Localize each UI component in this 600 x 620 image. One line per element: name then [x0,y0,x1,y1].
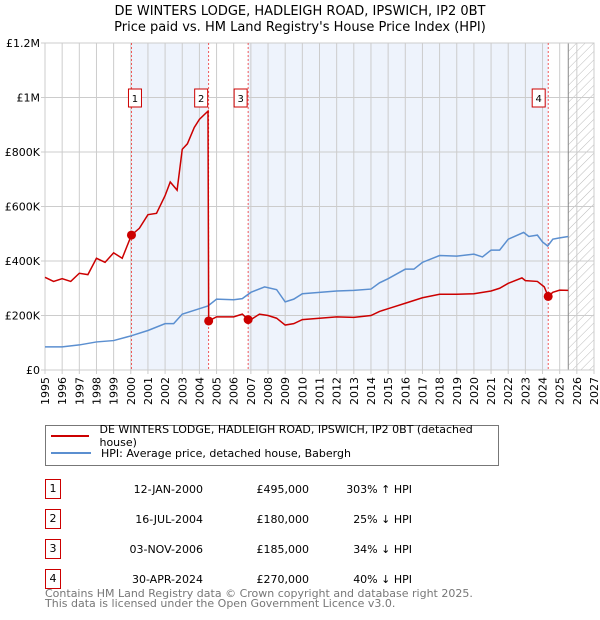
y-tick-label: £600K [5,201,41,214]
x-tick-label: 2000 [125,377,138,405]
x-tick-label: 2027 [588,377,600,405]
x-tick-label: 1996 [56,377,69,405]
sale-label: 3 [237,94,243,105]
sale-point [126,230,136,240]
table-row: 4 30-APR-2024 £270,000 40% ↓ HPI [45,564,412,594]
plot-frame [44,42,595,371]
sale-label-box [194,88,209,108]
sale-date: 16-JUL-2004 [135,512,203,526]
x-tick-label: 2026 [571,377,584,405]
x-tick-label: 2006 [228,377,241,405]
legend-swatch [51,435,90,437]
x-tick-label: 2020 [468,377,481,405]
footer-line1: Contains HM Land Registry data © Crown c… [45,587,473,600]
y-tick-label: £800K [5,146,41,159]
x-tick-label: 2015 [382,377,395,405]
x-tick-label: 2005 [211,377,224,405]
x-tick-label: 2016 [399,377,412,405]
x-tick-label: 1998 [90,377,103,405]
chart-title: DE WINTERS LODGE, HADLEIGH ROAD, IPSWICH… [114,4,486,19]
y-tick-label: £200K [5,310,41,323]
sale-number: 2 [45,509,61,529]
x-tick-label: 2022 [502,377,515,405]
sale-number: 4 [45,569,61,589]
sale-hpi: 303% ↑ HPI [346,482,412,496]
sale-label: 2 [198,94,204,105]
sale-hpi: 34% ↓ HPI [353,542,412,556]
sale-label: 4 [536,94,542,105]
x-tick-label: 2023 [519,377,532,405]
sale-hpi: 40% ↓ HPI [353,572,412,586]
series-line [44,109,569,326]
x-tick-label: 2004 [193,377,206,405]
table-row: 3 03-NOV-2006 £185,000 34% ↓ HPI [45,534,412,564]
sale-price: £180,000 [256,512,310,526]
footer-line2: This data is licensed under the Open Gov… [45,597,396,610]
sale-date: 30-APR-2024 [131,572,203,586]
x-tick-label: 2019 [451,377,464,405]
legend-label: DE WINTERS LODGE, HADLEIGH ROAD, IPSWICH… [99,423,473,449]
footer: Contains HM Land Registry data © Crown c… [45,587,473,610]
sale-label: 1 [132,94,138,105]
y-tick-label: £1M [17,92,41,105]
x-tick-label: 1995 [39,377,52,405]
legend: DE WINTERS LODGE, HADLEIGH ROAD, IPSWICH… [45,423,499,466]
sale-price: £270,000 [256,572,310,586]
x-tick-label: 2013 [348,377,361,405]
sale-price: £495,000 [256,482,310,496]
x-tick-label: 2007 [245,377,258,405]
sale-number: 3 [45,539,61,559]
sale-number: 1 [45,479,61,499]
legend-item-property: DE WINTERS LODGE, HADLEIGH ROAD, IPSWICH… [46,423,498,449]
sale-hpi: 25% ↓ HPI [353,512,412,526]
x-tick-label: 2002 [159,377,172,405]
sale-label-box [531,88,546,108]
legend-swatch [51,452,91,454]
x-tick-label: 2014 [365,377,378,405]
x-tick-label: 2021 [485,377,498,405]
x-tick-label: 2010 [296,377,309,405]
x-tick-label: 2025 [554,377,567,405]
table-row: 2 16-JUL-2004 £180,000 25% ↓ HPI [45,504,412,534]
y-tick-label: £1.2M [6,37,40,50]
x-tick-label: 1997 [73,377,86,405]
sale-point [204,316,214,326]
x-tick-label: 2018 [434,377,447,405]
sale-price: £185,000 [256,542,310,556]
sales-table: 1 12-JAN-2000 £495,000 303% ↑ HPI 2 16-JU… [45,474,412,594]
x-tick-label: 1999 [108,377,121,405]
legend-label: HPI: Average price, detached house, Babe… [101,446,351,460]
series-line [45,231,569,348]
x-tick-label: 2011 [314,377,327,405]
x-tick-label: 2024 [537,377,550,405]
sale-label-box [233,88,248,108]
x-tick-label: 2008 [262,377,275,405]
chart: 1995 1996 1997 1998 1999 2000 2001 2002 2003 2004… [5,37,600,405]
x-tick-label: 2017 [416,377,429,405]
chart-subtitle: Price paid vs. HM Land Registry's House … [114,20,486,35]
sale-point [543,291,553,301]
x-tick-label: 2003 [176,377,189,405]
sale-date: 12-JAN-2000 [133,482,203,496]
sale-date: 03-NOV-2006 [129,542,203,556]
legend-item-hpi: HPI: Average price, detached house, Babe… [46,445,351,461]
table-row: 1 12-JAN-2000 £495,000 303% ↑ HPI [45,474,412,504]
x-tick-label: 2009 [279,377,292,405]
sale-point [243,315,253,325]
x-tick-label: 2012 [331,377,344,405]
y-tick-label: £400K [5,255,41,268]
x-tick-label: 2001 [142,377,155,405]
y-tick-label: £0 [26,364,40,377]
sale-label-box [127,88,142,108]
